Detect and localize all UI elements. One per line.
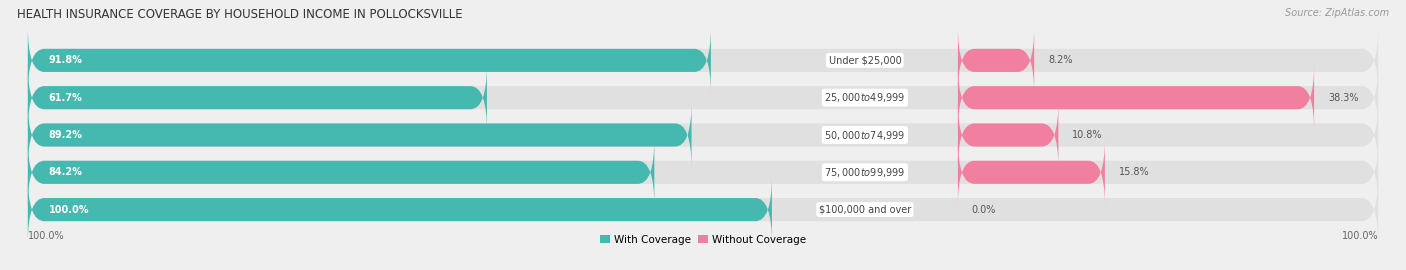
Text: Source: ZipAtlas.com: Source: ZipAtlas.com <box>1285 8 1389 18</box>
FancyBboxPatch shape <box>28 65 486 131</box>
Text: 61.7%: 61.7% <box>48 93 83 103</box>
Text: $75,000 to $99,999: $75,000 to $99,999 <box>824 166 905 179</box>
FancyBboxPatch shape <box>28 176 1378 243</box>
FancyBboxPatch shape <box>28 102 692 168</box>
Text: HEALTH INSURANCE COVERAGE BY HOUSEHOLD INCOME IN POLLOCKSVILLE: HEALTH INSURANCE COVERAGE BY HOUSEHOLD I… <box>17 8 463 21</box>
FancyBboxPatch shape <box>28 176 772 243</box>
Text: 100.0%: 100.0% <box>1341 231 1378 241</box>
Text: 89.2%: 89.2% <box>48 130 83 140</box>
FancyBboxPatch shape <box>28 139 654 205</box>
Text: 84.2%: 84.2% <box>48 167 83 177</box>
Text: 100.0%: 100.0% <box>28 231 65 241</box>
Text: $25,000 to $49,999: $25,000 to $49,999 <box>824 91 905 104</box>
Text: 10.8%: 10.8% <box>1073 130 1102 140</box>
Text: Under $25,000: Under $25,000 <box>828 55 901 65</box>
Text: $50,000 to $74,999: $50,000 to $74,999 <box>824 129 905 141</box>
Text: 8.2%: 8.2% <box>1047 55 1073 65</box>
Text: 15.8%: 15.8% <box>1119 167 1149 177</box>
FancyBboxPatch shape <box>28 65 1378 131</box>
Text: $100,000 and over: $100,000 and over <box>818 205 911 215</box>
Legend: With Coverage, Without Coverage: With Coverage, Without Coverage <box>596 231 810 249</box>
FancyBboxPatch shape <box>28 27 1378 94</box>
FancyBboxPatch shape <box>957 65 1315 131</box>
Text: 38.3%: 38.3% <box>1327 93 1358 103</box>
FancyBboxPatch shape <box>957 27 1035 94</box>
Text: 0.0%: 0.0% <box>972 205 995 215</box>
FancyBboxPatch shape <box>957 139 1105 205</box>
FancyBboxPatch shape <box>28 139 1378 205</box>
FancyBboxPatch shape <box>957 102 1059 168</box>
FancyBboxPatch shape <box>28 27 711 94</box>
Text: 91.8%: 91.8% <box>48 55 83 65</box>
Text: 100.0%: 100.0% <box>48 205 89 215</box>
FancyBboxPatch shape <box>28 102 1378 168</box>
